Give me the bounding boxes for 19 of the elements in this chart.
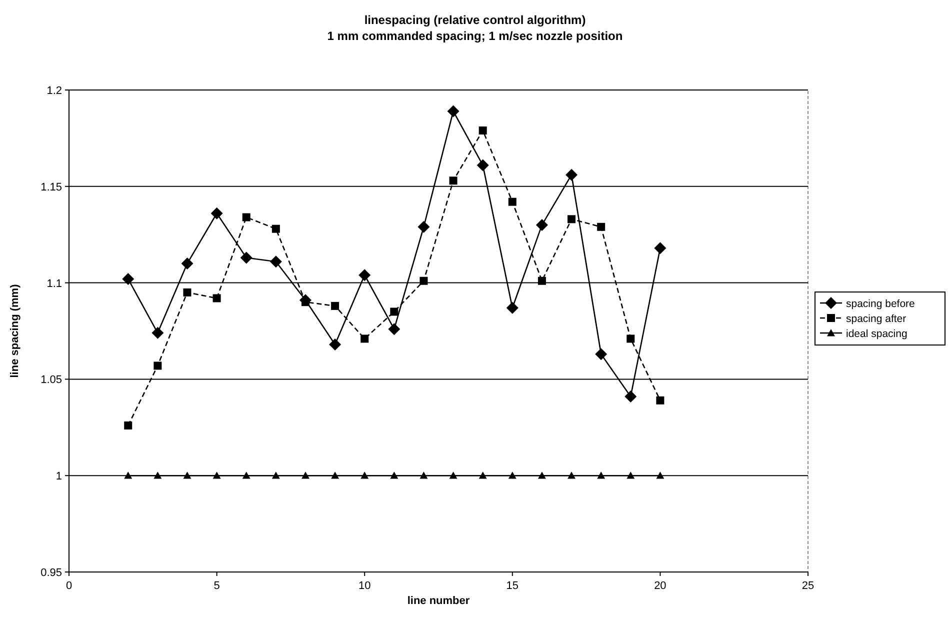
x-tick-label: 20 — [654, 580, 666, 592]
legend-label: spacing after — [846, 313, 907, 325]
y-axis-title: line spacing (mm) — [9, 284, 21, 378]
y-tick-label: 1.1 — [46, 278, 62, 290]
legend-label: spacing before — [846, 298, 916, 310]
chart-subtitle: 1 mm commanded spacing; 1 m/sec nozzle position — [327, 29, 623, 43]
x-axis-title: line number — [407, 595, 470, 607]
y-tick-label: 1.15 — [40, 181, 62, 194]
y-tick-label: 1 — [56, 470, 62, 483]
y-tick-label: 1.2 — [46, 85, 62, 97]
y-tick-label: 0.95 — [40, 567, 62, 579]
y-tick-label: 1.05 — [40, 374, 62, 386]
x-tick-label: 5 — [214, 580, 220, 592]
chart-title: linespacing (relative control algorithm) — [364, 13, 586, 27]
x-tick-label: 25 — [802, 580, 814, 592]
x-tick-label: 0 — [66, 580, 72, 592]
x-tick-label: 15 — [506, 580, 519, 592]
x-tick-label: 10 — [358, 580, 371, 592]
legend-label: ideal spacing — [846, 328, 908, 340]
